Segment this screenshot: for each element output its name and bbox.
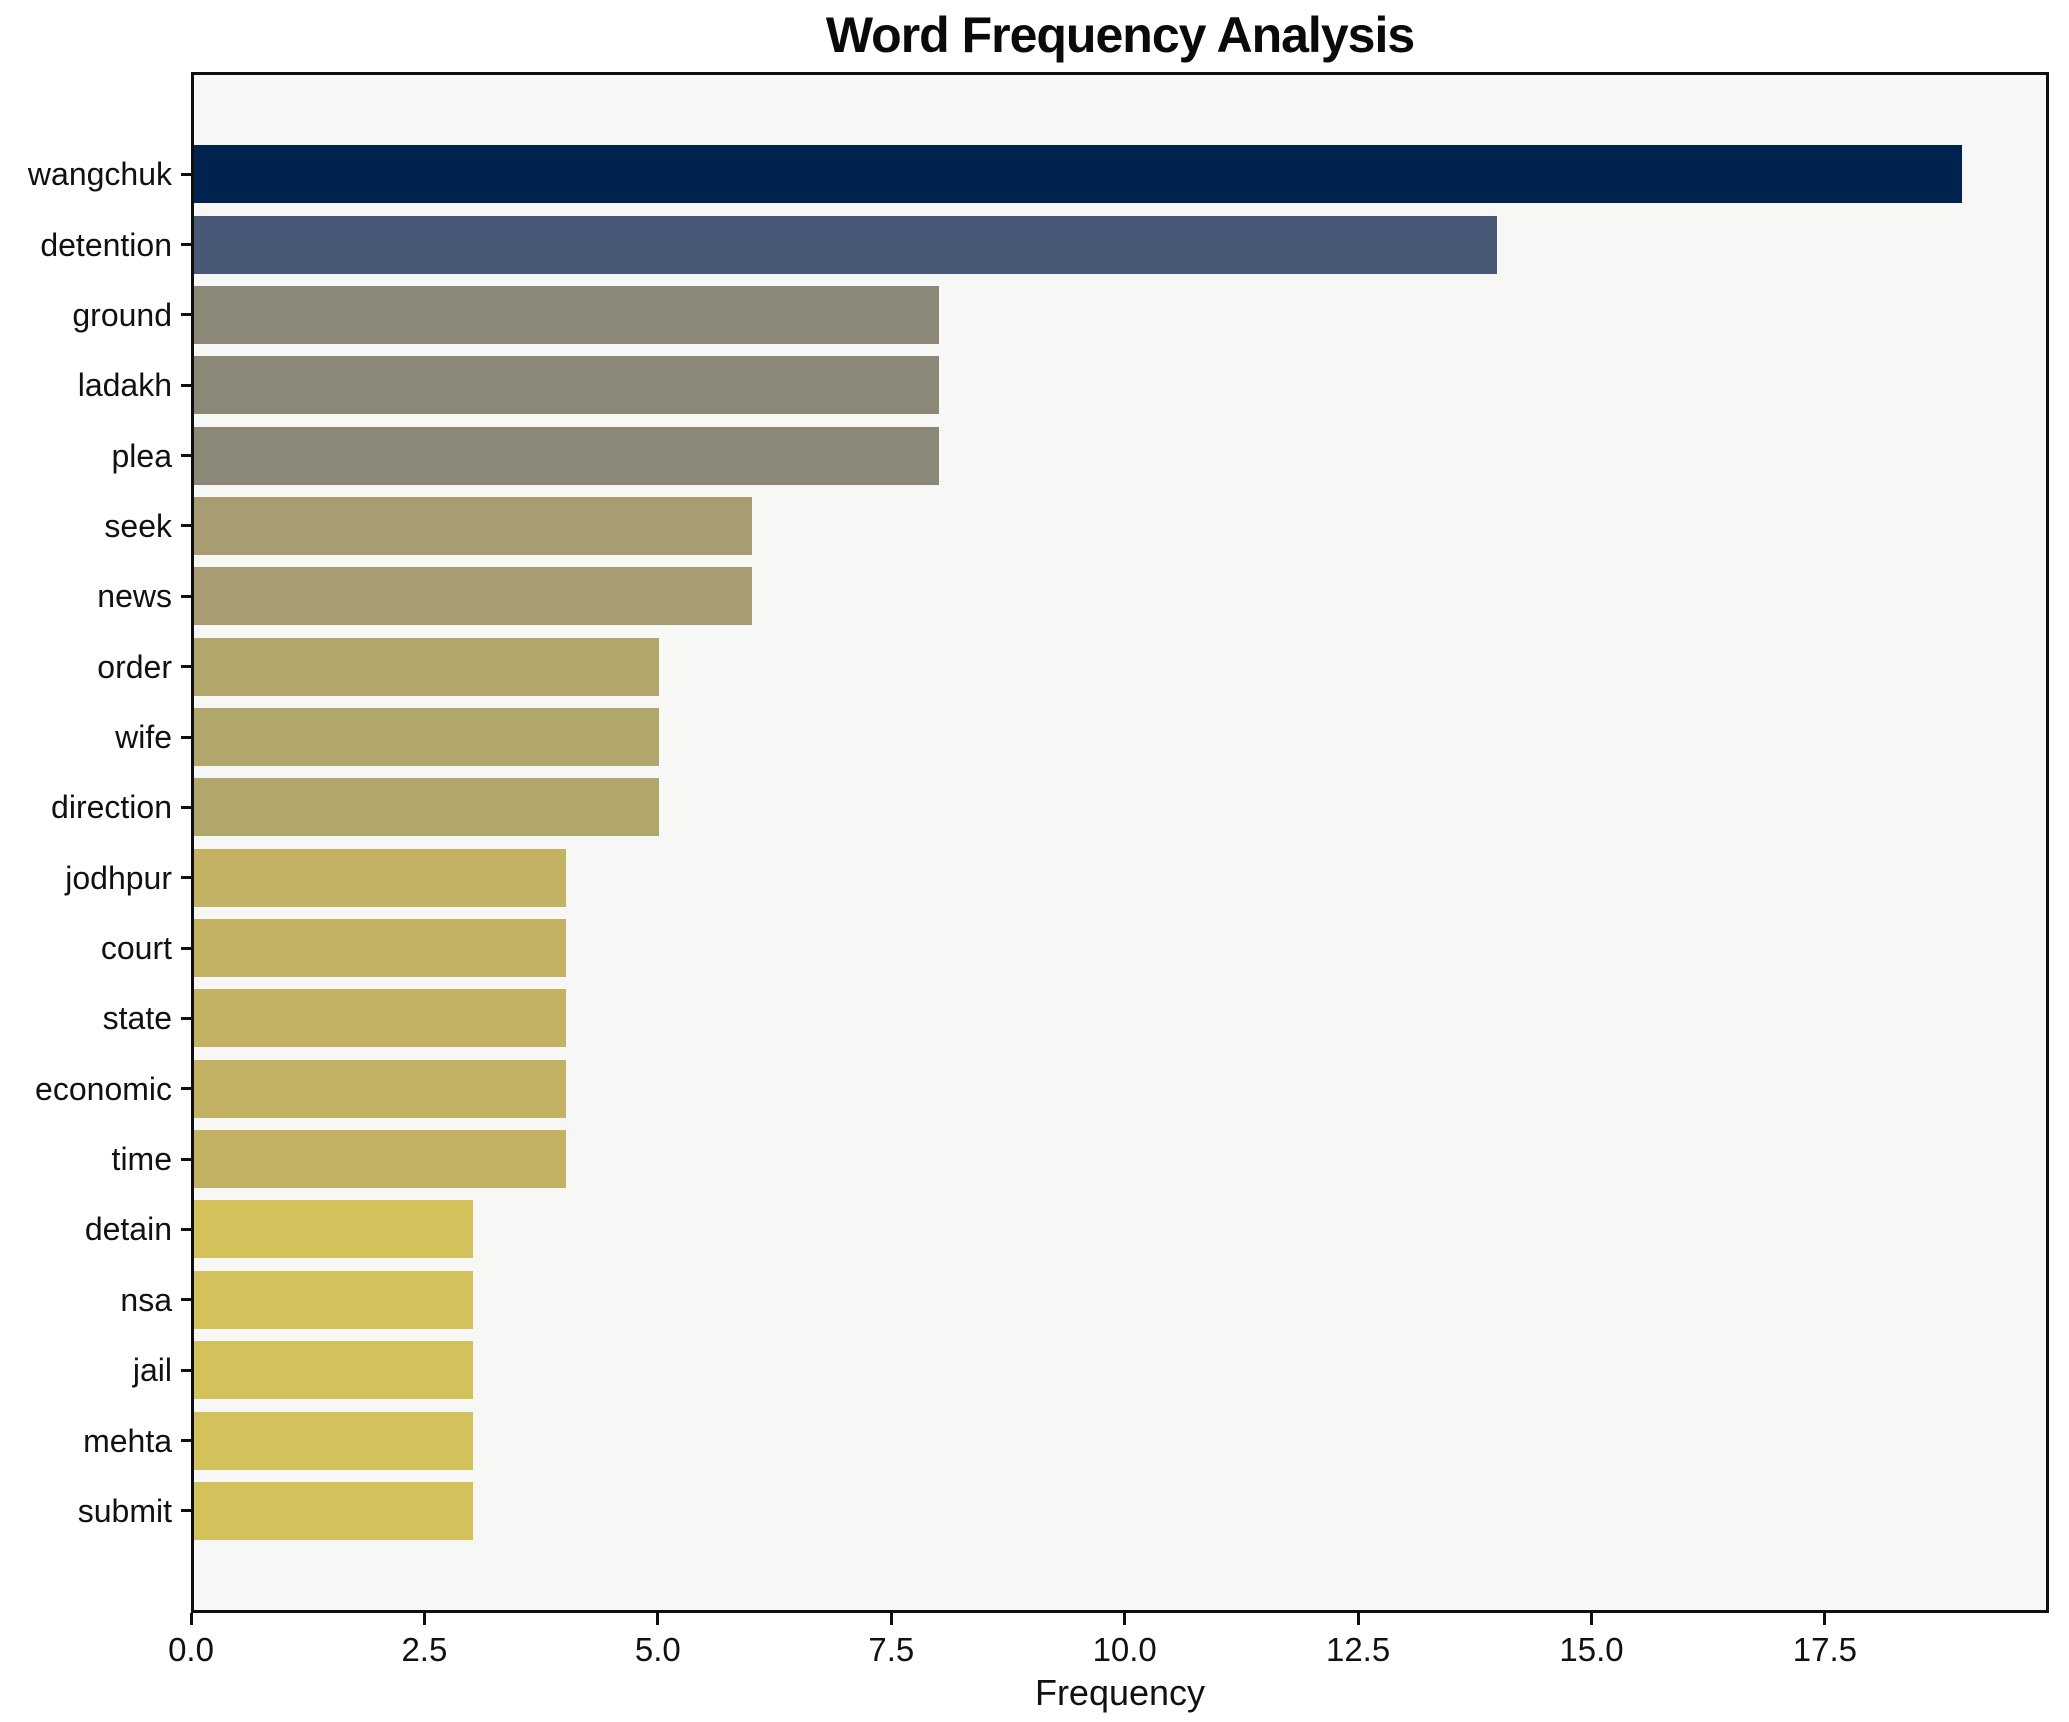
- ytick-label-order: order: [97, 648, 172, 685]
- ytick-mark-order: [181, 665, 192, 669]
- bar-seek: [194, 496, 753, 555]
- ytick-mark-mehta: [181, 1439, 192, 1442]
- ytick-label-submit: submit: [77, 1492, 172, 1529]
- ytick-label-ladakh: ladakh: [77, 367, 172, 404]
- ytick-label-news: news: [97, 578, 172, 615]
- bar-ladakh: [194, 356, 939, 415]
- ytick-label-wangchuk: wangchuk: [27, 156, 172, 193]
- bar-economic: [194, 1059, 567, 1118]
- ytick-label-ground: ground: [72, 296, 172, 333]
- ytick-mark-plea: [181, 454, 192, 458]
- bar-mehta: [194, 1411, 474, 1470]
- ytick-label-seek: seek: [104, 507, 172, 544]
- ytick-mark-direction: [181, 805, 192, 809]
- ytick-label-detain: detain: [84, 1211, 172, 1248]
- bar-nsa: [194, 1270, 474, 1329]
- bar-submit: [194, 1481, 474, 1540]
- bar-plea: [194, 426, 939, 485]
- xtick-mark-12.5: [1356, 1613, 1360, 1625]
- bar-ground: [194, 285, 939, 344]
- xtick-label-0.0: 0.0: [168, 1631, 214, 1668]
- ytick-mark-state: [181, 1016, 192, 1020]
- bar-state: [194, 989, 567, 1048]
- ytick-mark-wangchuk: [181, 172, 192, 176]
- xtick-mark-5.0: [656, 1613, 660, 1625]
- ytick-label-nsa: nsa: [120, 1281, 172, 1318]
- chart-title: Word Frequency Analysis: [825, 7, 1415, 63]
- bar-wangchuk: [194, 145, 1963, 204]
- xtick-label-15.0: 15.0: [1559, 1631, 1624, 1668]
- ytick-label-detention: detention: [40, 226, 172, 263]
- xtick-label-7.5: 7.5: [868, 1631, 915, 1668]
- bar-court: [194, 919, 567, 977]
- xtick-mark-0.0: [189, 1613, 193, 1625]
- bar-detention: [194, 215, 1497, 274]
- ytick-mark-ladakh: [181, 383, 192, 387]
- bar-order: [194, 637, 660, 696]
- ytick-label-state: state: [102, 1000, 172, 1037]
- xtick-mark-2.5: [422, 1613, 426, 1625]
- ytick-mark-submit: [181, 1509, 192, 1513]
- ytick-mark-court: [181, 946, 192, 950]
- xtick-label-2.5: 2.5: [401, 1631, 448, 1668]
- bar-time: [194, 1130, 567, 1189]
- bar-jodhpur: [194, 848, 567, 907]
- xtick-mark-10.0: [1123, 1613, 1127, 1625]
- xtick-label-17.5: 17.5: [1792, 1631, 1857, 1668]
- ytick-mark-nsa: [181, 1298, 192, 1302]
- ytick-mark-economic: [181, 1087, 192, 1091]
- ytick-label-mehta: mehta: [83, 1422, 172, 1459]
- ytick-mark-jodhpur: [181, 876, 192, 880]
- ytick-label-jail: jail: [132, 1352, 172, 1389]
- bar-jail: [194, 1341, 474, 1400]
- xtick-mark-7.5: [889, 1613, 893, 1625]
- ytick-label-direction: direction: [51, 789, 172, 826]
- ytick-mark-detain: [181, 1227, 192, 1231]
- bar-direction: [194, 778, 660, 837]
- ytick-label-jodhpur: jodhpur: [65, 859, 172, 896]
- xtick-label-10.0: 10.0: [1092, 1631, 1157, 1668]
- ytick-mark-detention: [181, 243, 192, 246]
- ytick-mark-news: [181, 594, 192, 598]
- plot-area: [191, 72, 2049, 1613]
- xtick-label-12.5: 12.5: [1325, 1631, 1391, 1668]
- bar-wife: [194, 708, 660, 766]
- bar-news: [194, 567, 753, 626]
- xtick-mark-17.5: [1823, 1613, 1827, 1625]
- ytick-mark-time: [181, 1157, 192, 1161]
- xtick-label-5.0: 5.0: [634, 1631, 681, 1668]
- xtick-mark-15.0: [1590, 1613, 1593, 1625]
- ytick-mark-jail: [181, 1368, 192, 1372]
- bar-detain: [194, 1200, 474, 1259]
- ytick-label-economic: economic: [35, 1070, 172, 1107]
- ytick-mark-seek: [181, 524, 192, 528]
- ytick-label-court: court: [100, 930, 172, 966]
- ytick-mark-ground: [181, 313, 192, 317]
- ytick-label-plea: plea: [111, 437, 173, 474]
- x-axis-label: Frequency: [1034, 1672, 1206, 1713]
- ytick-label-time: time: [111, 1141, 172, 1178]
- ytick-mark-wife: [181, 735, 192, 739]
- ytick-label-wife: wife: [115, 719, 172, 755]
